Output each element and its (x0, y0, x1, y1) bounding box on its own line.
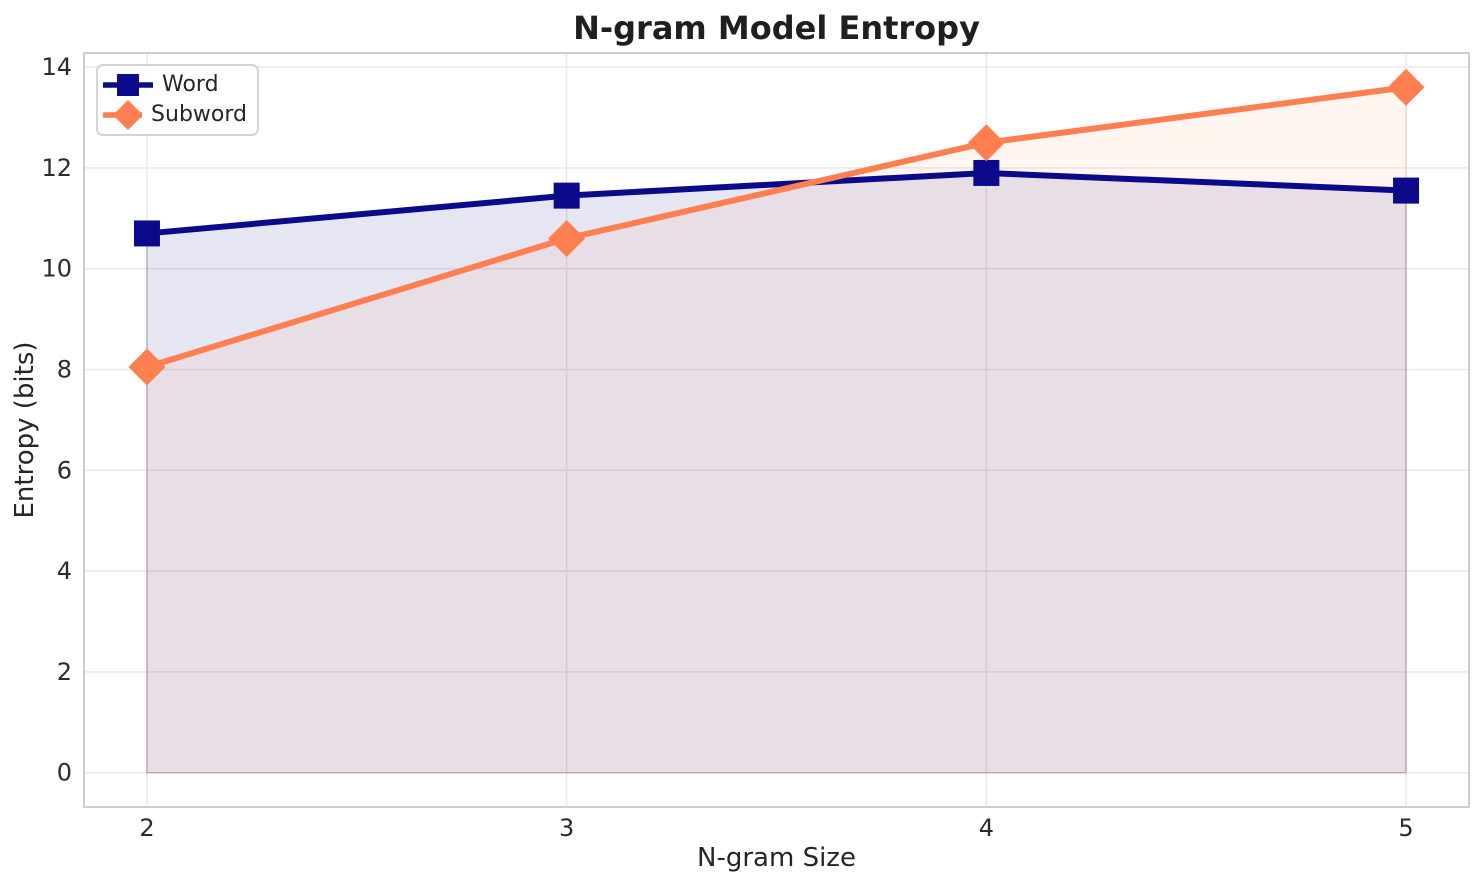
x-tick-label: 3 (559, 814, 574, 842)
word-marker (553, 182, 580, 209)
subword-marker (548, 219, 586, 257)
y-tick-label: 10 (41, 255, 72, 283)
y-tick-label: 2 (57, 658, 72, 686)
y-tick-label: 0 (57, 759, 72, 787)
word-line (143, 169, 1410, 237)
subword-marker (128, 348, 166, 386)
x-tick-label: 5 (1398, 814, 1413, 842)
legend-label-subword: Subword (151, 102, 247, 127)
subword-line-marker-icon (103, 100, 143, 130)
y-tick-label: 12 (41, 154, 72, 182)
word-marker (1393, 177, 1420, 204)
subword-marker (1387, 68, 1425, 106)
subword-marker (967, 124, 1005, 162)
x-axis-label: N-gram Size (697, 843, 856, 873)
word-line-marker-icon (103, 74, 153, 96)
word-marker (133, 220, 160, 247)
y-tick-label: 14 (41, 53, 72, 81)
x-tick-label: 2 (139, 814, 154, 842)
y-tick-label: 4 (57, 557, 72, 585)
legend-item-word: Word (103, 70, 247, 100)
word-marker (973, 159, 1000, 186)
y-axis-label: Entropy (bits) (10, 341, 40, 519)
chart-title: N-gram Model Entropy (573, 9, 980, 47)
x-tick-label: 4 (979, 814, 994, 842)
plot-border (83, 52, 1470, 808)
y-tick-label: 8 (57, 356, 72, 384)
legend-item-subword: Subword (103, 100, 247, 130)
y-tick-label: 6 (57, 456, 72, 484)
legend-diamond-marker (113, 100, 143, 130)
legend-square-marker (117, 74, 139, 96)
subword-line (143, 84, 1410, 370)
legend: Word Subword (96, 64, 259, 136)
legend-label-word: Word (162, 72, 219, 97)
